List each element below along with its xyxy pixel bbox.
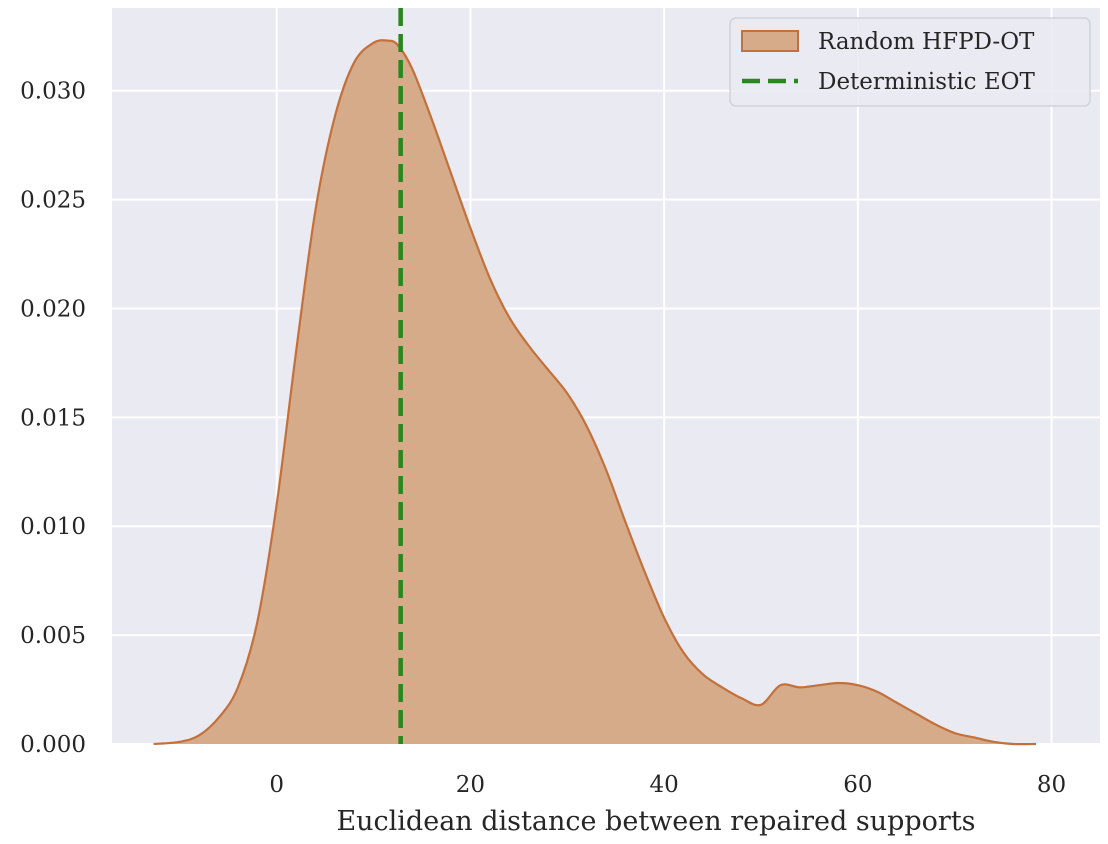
legend-label-deterministic-eot: Deterministic EOT xyxy=(818,69,1035,95)
legend: Random HFPD-OT Deterministic EOT xyxy=(729,17,1091,107)
y-tick-label: 0.015 xyxy=(20,405,86,431)
x-tick-label: 60 xyxy=(843,772,872,798)
x-tick-label: 20 xyxy=(456,772,485,798)
y-tick-label: 0.025 xyxy=(20,188,86,214)
y-tick-label: 0.000 xyxy=(20,732,86,758)
y-tick-labels: 0.000 0.005 0.010 0.015 0.020 0.025 0.030 xyxy=(20,79,86,758)
x-axis-label: Euclidean distance between repaired supp… xyxy=(336,806,975,837)
legend-box xyxy=(729,17,1091,107)
density-area-fill xyxy=(153,40,1037,745)
x-tick-label: 0 xyxy=(269,772,284,798)
x-tick-label: 40 xyxy=(649,772,678,798)
legend-swatch-random-hfpd-ot xyxy=(741,30,799,52)
y-tick-label: 0.010 xyxy=(20,514,86,540)
y-tick-label: 0.030 xyxy=(20,79,86,105)
x-tick-label: 80 xyxy=(1037,772,1066,798)
density-curve-line xyxy=(153,39,1037,746)
y-tick-label: 0.020 xyxy=(20,296,86,322)
y-tick-label: 0.005 xyxy=(20,623,86,649)
density-area-series xyxy=(153,39,1037,746)
legend-label-random-hfpd-ot: Random HFPD-OT xyxy=(818,29,1035,55)
x-tick-labels: 0 20 40 60 80 xyxy=(269,772,1066,798)
